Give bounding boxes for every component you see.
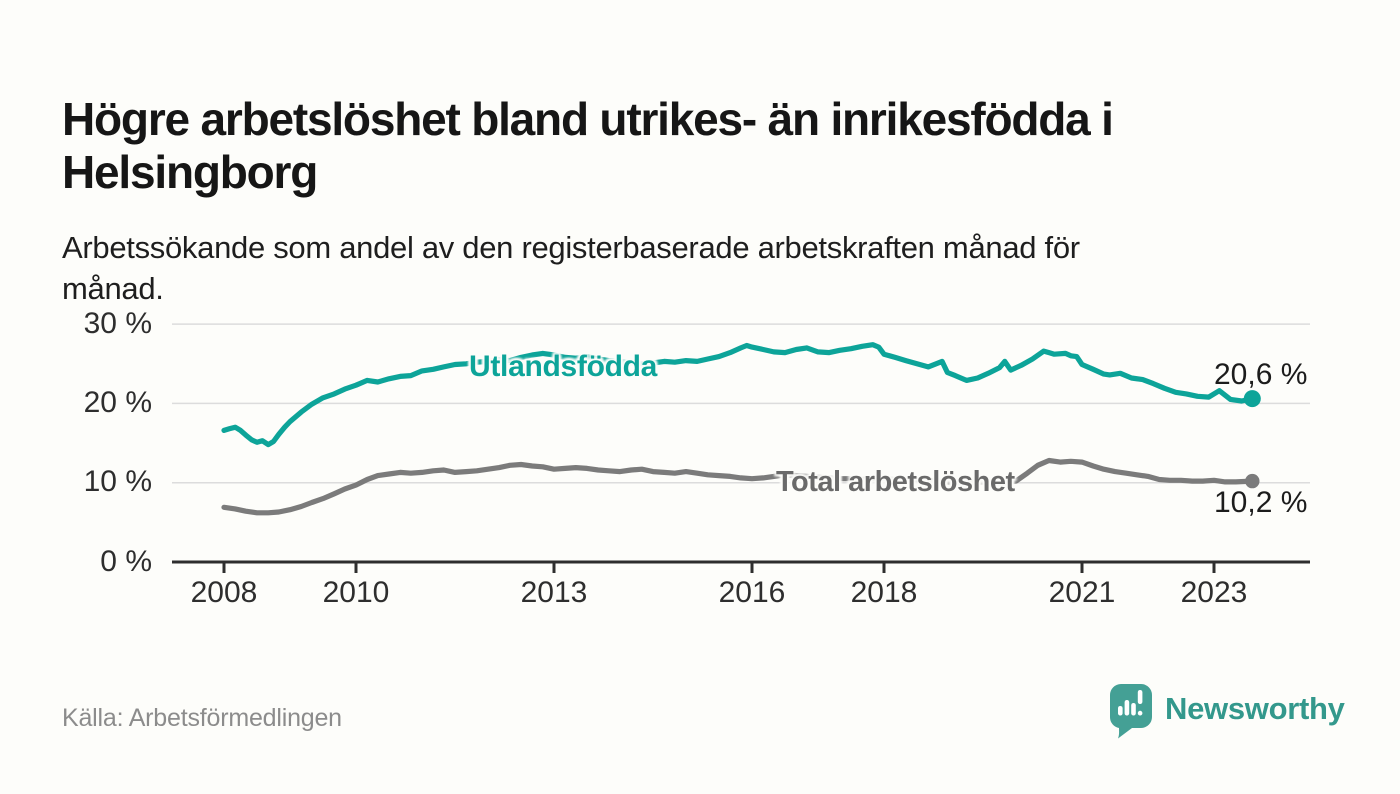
y-tick-label-0: 0 %: [100, 545, 152, 578]
newsworthy-logo-icon: [1110, 684, 1152, 739]
x-tick-label-2023: 2023: [1180, 576, 1248, 609]
series-label-total-arbetsloshet: Total arbetslöshet: [776, 466, 1015, 498]
newsworthy-wordmark: Newsworthy: [1165, 691, 1345, 726]
chart-subtitle-line2: månad.: [62, 271, 164, 306]
chart-subtitle-line1: Arbetssökande som andel av den registerb…: [62, 230, 1080, 265]
series-label-utlandsfodda: Utlandsfödda: [469, 350, 658, 383]
newsworthy-brand: Newsworthy: [1110, 684, 1345, 740]
x-tick-label-2013: 2013: [520, 576, 588, 609]
chart-title: Högre arbetslöshet bland utrikes- än inr…: [62, 93, 1362, 199]
source-note: Källa: Arbetsförmedlingen: [62, 704, 342, 732]
y-tick-label-10: 10 %: [83, 465, 152, 498]
end-value-label-utlandsfodda: 20,6 %: [1214, 358, 1308, 391]
x-tick-label-2016: 2016: [718, 576, 786, 609]
y-tick-label-20: 20 %: [83, 386, 152, 419]
x-tick-label-2008: 2008: [190, 576, 258, 609]
y-tick-label-30: 30 %: [83, 307, 152, 340]
end-value-label-total: 10,2 %: [1214, 486, 1308, 519]
x-tick-label-2021: 2021: [1048, 576, 1116, 609]
x-tick-label-2018: 2018: [850, 576, 918, 609]
chart-title-line2: Helsingborg: [62, 145, 318, 198]
chart-subtitle: Arbetssökande som andel av den registerb…: [62, 227, 1322, 309]
x-tick-label-2010: 2010: [322, 576, 390, 609]
chart-title-line1: Högre arbetslöshet bland utrikes- än inr…: [62, 92, 1114, 145]
